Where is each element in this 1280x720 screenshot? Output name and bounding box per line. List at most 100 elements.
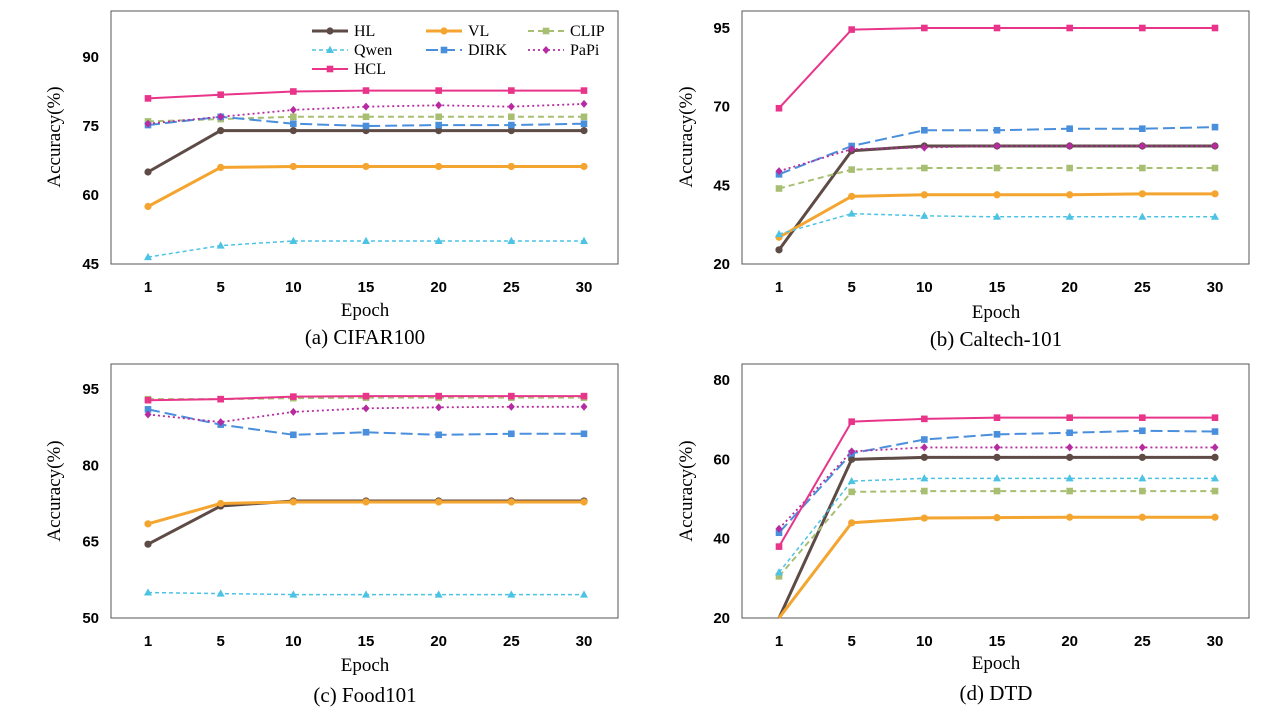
data-point-dirk [362, 122, 370, 130]
data-point-dirk [290, 120, 297, 127]
data-point-vl [580, 498, 588, 506]
data-point-papi [848, 145, 856, 154]
data-point-vl [507, 162, 515, 171]
data-point-papi [993, 142, 1001, 150]
data-point-dirk [580, 430, 588, 438]
data-point-papi [920, 143, 928, 152]
data-point-vl [507, 498, 515, 506]
data-point-clip [921, 487, 928, 495]
data-point-papi [217, 418, 225, 427]
series-hcl [775, 414, 1219, 550]
y-tick-label: 45 [82, 256, 99, 273]
plot-frame [741, 10, 1250, 265]
x-tick-label: 25 [503, 633, 520, 650]
x-tick-label: 10 [285, 279, 302, 296]
panel-cifar100: Epoch Accuracy(%) (a) CIFAR100 45 60 75 90 1… [44, 10, 619, 349]
y-tick-label: 65 [82, 534, 99, 551]
data-point-clip [435, 113, 442, 121]
data-point-clip [1211, 487, 1219, 495]
legend-label: CLIP [570, 23, 605, 40]
x-tick-label: 15 [989, 279, 1006, 296]
x-tick-label: 20 [430, 279, 447, 296]
data-point-hl [775, 246, 783, 254]
data-point-hcl [1066, 414, 1073, 421]
y-axis-label: Accuracy(%) [44, 86, 65, 187]
series-vl [775, 190, 1219, 241]
x-tick-label: 30 [576, 279, 593, 296]
series-clip [775, 487, 1219, 580]
data-point-clip [1139, 487, 1146, 495]
data-point-vl [1066, 191, 1074, 199]
x-axis-label: Epoch [341, 300, 390, 321]
data-point-dirk [993, 126, 1001, 134]
x-tick-label: 10 [916, 633, 933, 650]
legend-label: PaPi [570, 42, 600, 59]
data-point-dirk [921, 436, 928, 443]
legend-label: DIRK [468, 42, 508, 59]
data-point-hcl [921, 24, 928, 32]
data-point-qwen [362, 236, 370, 244]
x-axis-label: Epoch [341, 655, 390, 676]
series-line-hcl [778, 27, 1215, 109]
data-point-qwen [1211, 212, 1219, 220]
data-point-vl [1138, 513, 1146, 521]
plot-frame [741, 363, 1250, 619]
series-vl [144, 162, 588, 211]
data-point-vl [920, 191, 928, 199]
data-point-dirk [1211, 123, 1219, 131]
data-point-dirk [362, 428, 370, 436]
data-point-vl [289, 498, 297, 506]
series-papi [144, 99, 588, 128]
data-point-clip [775, 185, 783, 192]
panel-caption: (d) DTD [960, 681, 1033, 705]
data-point-clip [1139, 164, 1146, 172]
series-line-hl [777, 455, 1215, 619]
data-point-clip [362, 113, 370, 121]
legend-label: VL [468, 23, 489, 40]
data-point-qwen [1138, 212, 1147, 220]
data-point-clip [1066, 164, 1073, 172]
y-tick-label: 20 [713, 256, 730, 273]
data-point-papi [920, 443, 928, 452]
data-point-clip [775, 573, 783, 580]
data-point-dirk [435, 121, 442, 129]
data-point-hcl [217, 395, 224, 403]
data-point-qwen [362, 590, 370, 598]
legend-marker [440, 46, 448, 54]
data-point-clip [993, 487, 1001, 495]
data-point-hl [848, 455, 856, 463]
data-point-papi [144, 410, 152, 419]
data-point-hl [144, 540, 152, 548]
series-clip [775, 164, 1219, 192]
data-point-hcl [580, 392, 588, 400]
series-qwen [775, 209, 1219, 238]
data-point-hcl [775, 543, 783, 550]
data-point-qwen [920, 474, 929, 482]
x-tick-label: 1 [775, 279, 783, 296]
data-point-vl [580, 162, 588, 171]
data-point-dirk [1211, 428, 1219, 435]
data-point-papi [507, 402, 515, 411]
legend-label: HL [354, 23, 375, 40]
x-tick-label: 5 [216, 633, 224, 650]
data-point-qwen [216, 241, 225, 249]
data-point-hl [1211, 453, 1219, 461]
legend-label: Qwen [354, 42, 392, 59]
panel-caltech101: Epoch Accuracy(%) (b) Caltech-101 20 45 70… [676, 10, 1250, 351]
data-point-dirk [1139, 427, 1146, 435]
data-point-qwen [580, 236, 588, 244]
x-tick-label: 30 [1207, 633, 1224, 650]
series-line-vl [777, 515, 1215, 619]
x-tick-label: 30 [1207, 279, 1224, 296]
data-point-hl [507, 127, 515, 135]
x-tick-label: 20 [430, 633, 447, 650]
data-point-hcl [1211, 24, 1219, 32]
series-papi [775, 142, 1219, 176]
data-point-papi [144, 119, 152, 128]
data-point-hcl [993, 24, 1001, 32]
data-point-dirk [435, 431, 442, 439]
x-tick-label: 25 [1134, 633, 1151, 650]
legend-label: HCL [354, 61, 386, 78]
x-tick-label: 5 [847, 279, 855, 296]
